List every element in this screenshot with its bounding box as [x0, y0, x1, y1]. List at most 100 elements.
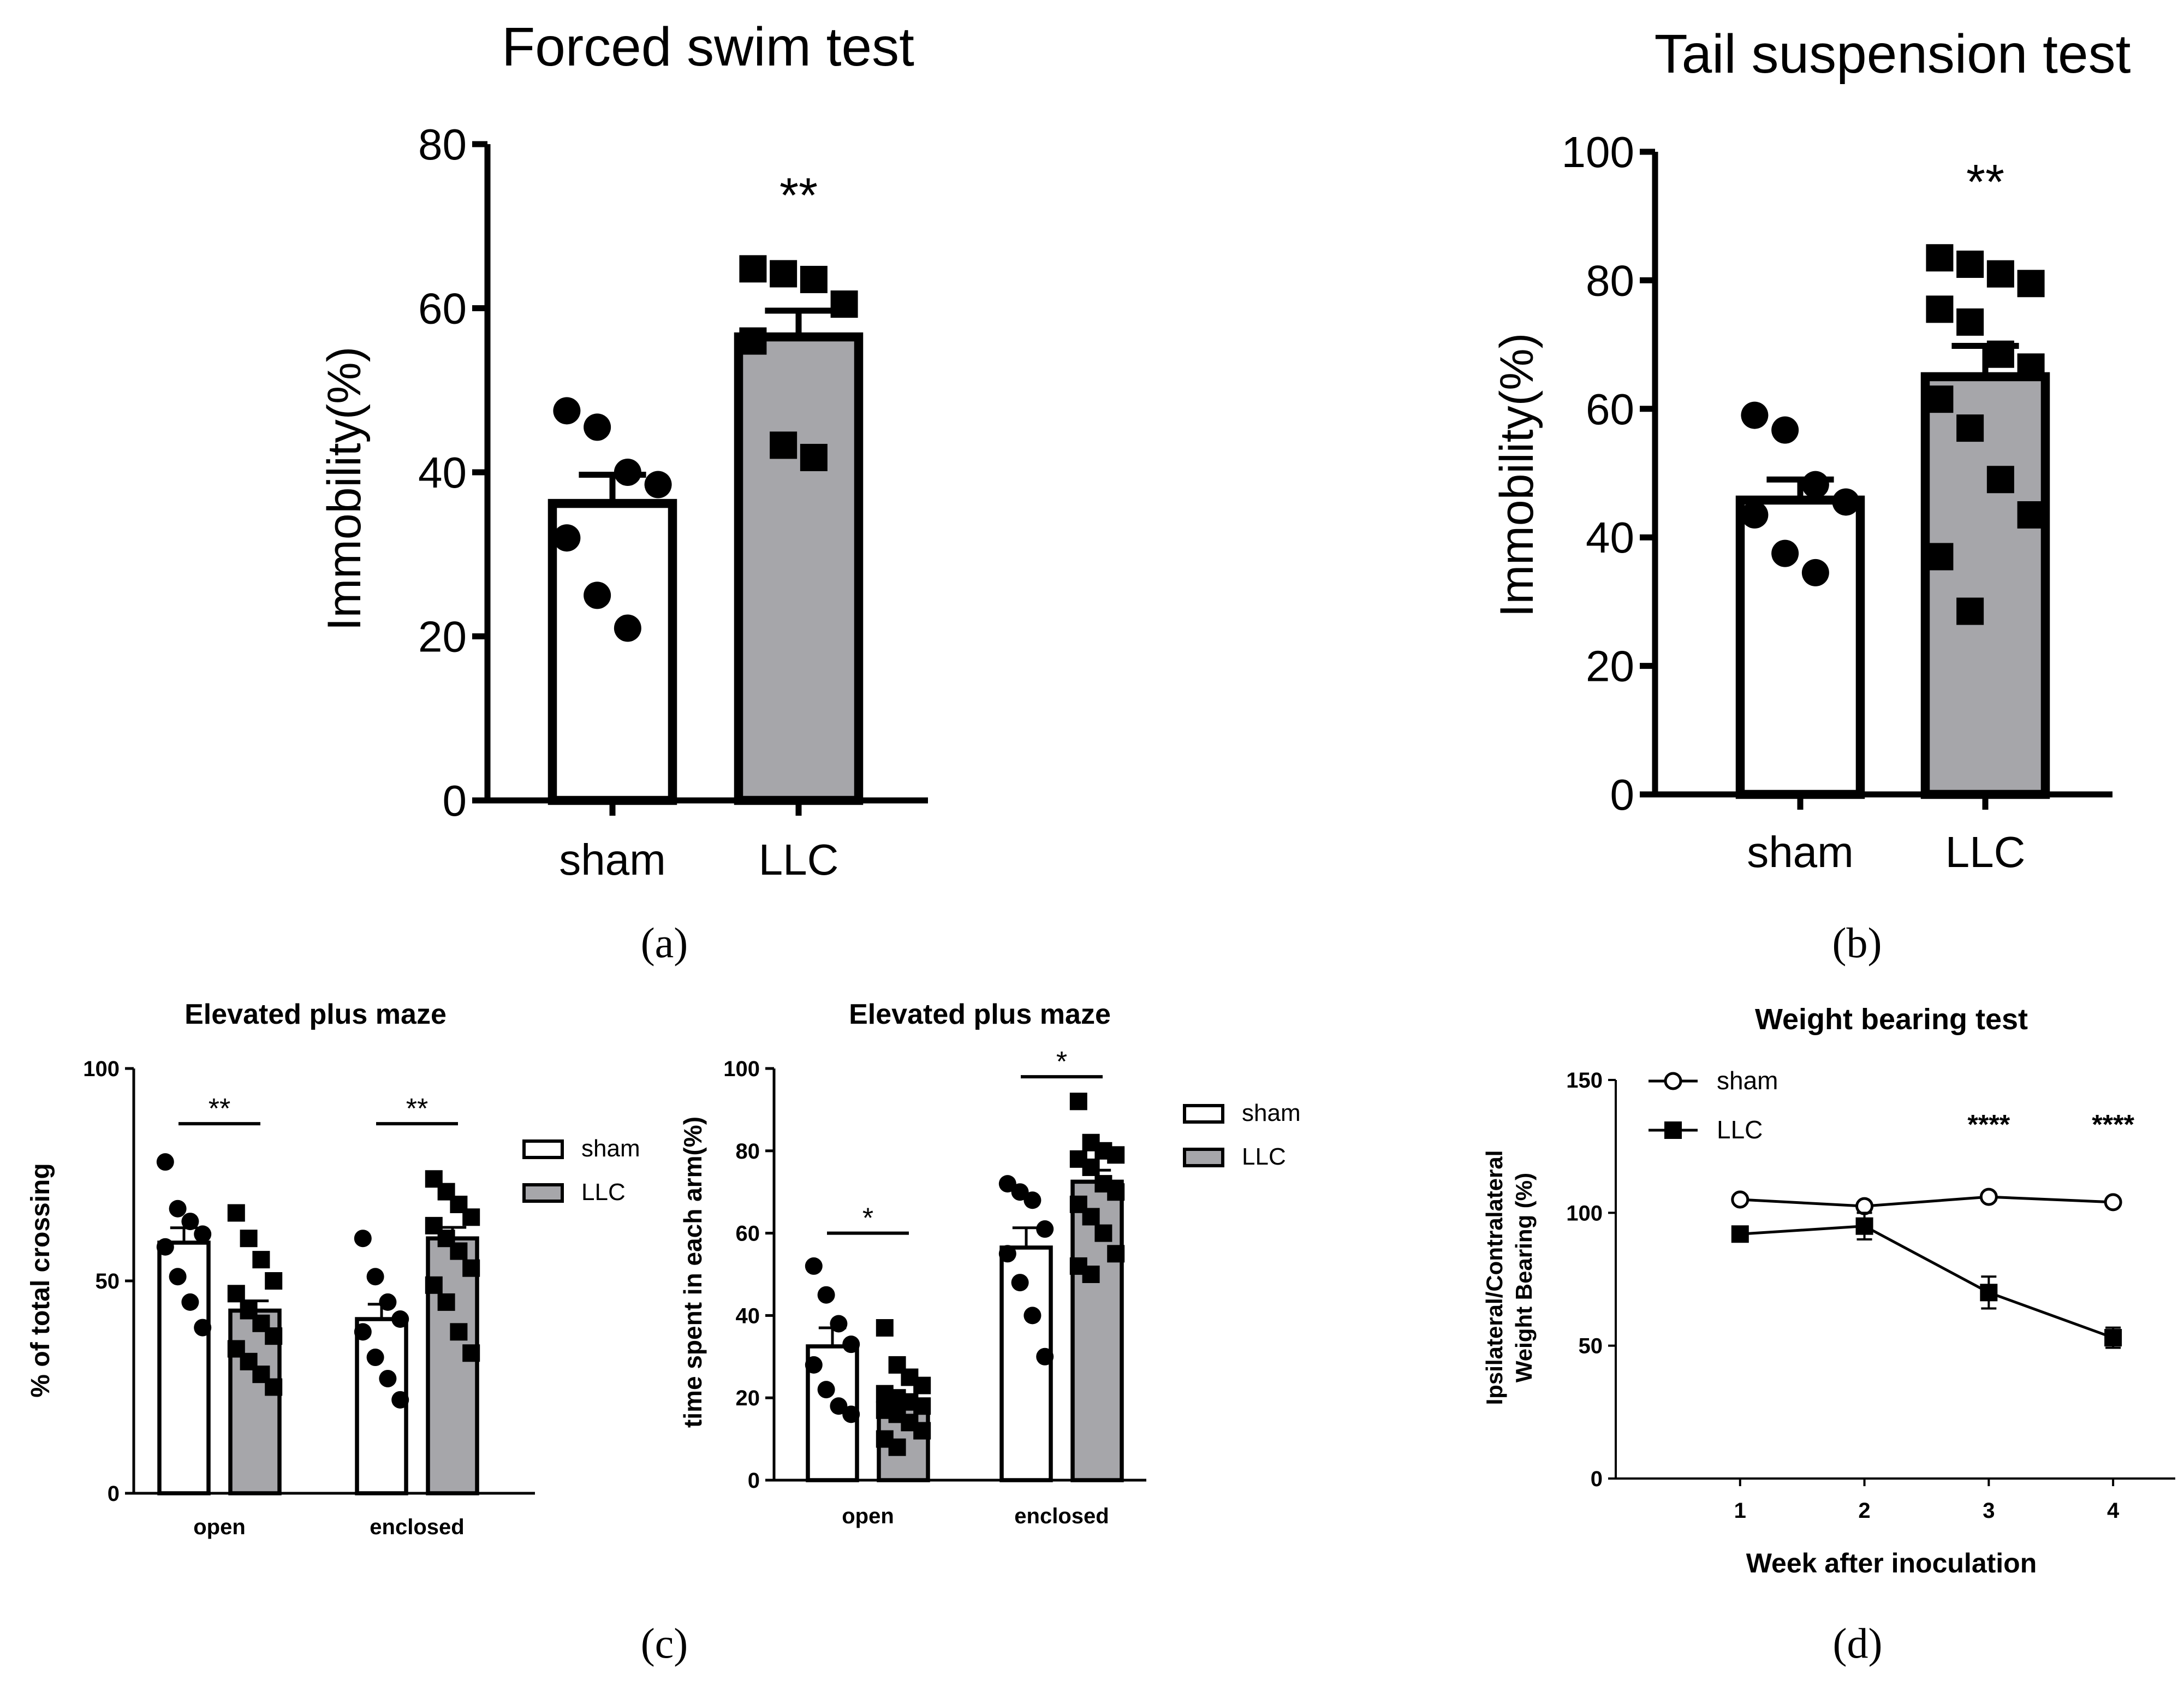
y-tick-label: 150 — [1566, 1068, 1603, 1093]
data-point — [1801, 559, 1829, 586]
data-point — [1082, 1208, 1100, 1226]
data-point — [584, 413, 611, 441]
panel-c2-plot: 0 20 40 60 80 100 open enclosed * * sham LLC — [723, 1046, 1300, 1528]
data-point — [1107, 1183, 1125, 1201]
data-point — [800, 265, 828, 293]
legend-swatch-LLC — [1183, 1148, 1224, 1167]
data-point — [1956, 308, 1984, 336]
data-point — [830, 1315, 848, 1333]
data-point — [2017, 353, 2045, 381]
data-point — [998, 1175, 1016, 1193]
panel-d-title: Weight bearing test — [1755, 1003, 2028, 1036]
x-tick-label: 2 — [1858, 1499, 1870, 1523]
data-point — [227, 1285, 245, 1303]
x-tick-label: LLC — [759, 835, 839, 884]
data-point — [1956, 597, 1984, 625]
legend-swatch-sham — [1183, 1104, 1224, 1124]
data-point — [1082, 1266, 1100, 1283]
y-tick-label: 60 — [418, 284, 467, 333]
x-tick-label: 4 — [2107, 1499, 2120, 1523]
data-point — [614, 459, 641, 486]
data-point — [739, 255, 767, 283]
data-point — [2017, 270, 2045, 298]
data-point — [1926, 295, 1954, 323]
panel-d-xlabel: Week after inoculation — [1746, 1548, 2037, 1578]
data-point — [1107, 1245, 1125, 1263]
data-point — [391, 1310, 409, 1328]
y-tick-label: 50 — [1579, 1334, 1603, 1358]
y-tick-label: 40 — [1586, 513, 1634, 562]
panel-a-forced-swim: Forced swim test Immobility(%) 0 20 40 60 80… — [318, 16, 928, 966]
data-point — [644, 471, 672, 498]
data-point — [888, 1438, 906, 1456]
data-point — [805, 1356, 823, 1374]
data-point — [156, 1153, 174, 1171]
data-point — [227, 1204, 245, 1222]
data-point — [1855, 1217, 1873, 1235]
series-line-sham — [1740, 1195, 2114, 1208]
panel-c2-ylabel: time spent in each arm(%) — [679, 1117, 707, 1428]
data-point — [1986, 466, 2014, 494]
panel-d-ylabel-line1: Ipsilateral/Contralateral — [1481, 1150, 1507, 1405]
bar-sham — [548, 498, 677, 805]
panel-d-plot: 0 50 100 150 1 2 3 4 sham LLC **** **** — [1566, 1066, 2175, 1523]
data-point — [194, 1225, 212, 1243]
data-point — [1956, 414, 1984, 442]
data-point — [817, 1286, 835, 1304]
data-point — [1771, 539, 1799, 567]
y-tick-label: 50 — [96, 1269, 120, 1293]
data-point — [450, 1323, 468, 1341]
data-point — [1832, 488, 1860, 516]
data-point — [830, 290, 858, 318]
y-tick-label: 40 — [736, 1304, 760, 1328]
data-point — [1926, 385, 1954, 413]
y-tick-label: 100 — [83, 1057, 120, 1081]
panel-c-label: (c) — [641, 1619, 688, 1667]
x-tick-label: enclosed — [370, 1515, 464, 1539]
data-point — [805, 1257, 823, 1275]
panel-c-time-spent: Elevated plus maze time spent in each ar… — [641, 999, 1301, 1667]
panel-a-ylabel: Immobility(%) — [318, 347, 371, 631]
data-point — [553, 397, 581, 425]
y-tick-label: 0 — [108, 1482, 120, 1506]
data-point — [1741, 501, 1769, 529]
data-point — [1980, 1284, 1998, 1302]
data-point — [1741, 401, 1769, 429]
y-tick-label: 40 — [418, 448, 467, 497]
data-point — [240, 1230, 258, 1248]
x-tick-label: 3 — [1983, 1499, 1995, 1523]
data-point — [181, 1213, 199, 1231]
data-point — [1986, 260, 2014, 288]
data-point — [614, 614, 641, 642]
data-point — [265, 1378, 283, 1396]
significance-label: ** — [1966, 155, 2004, 210]
data-point — [265, 1272, 283, 1290]
data-point — [379, 1293, 397, 1311]
data-point — [379, 1369, 397, 1387]
data-point — [2104, 1193, 2122, 1212]
data-point — [156, 1238, 174, 1256]
data-point — [553, 524, 581, 552]
y-tick-label: 100 — [1566, 1201, 1603, 1225]
data-point — [366, 1349, 384, 1367]
data-point — [1011, 1274, 1029, 1292]
x-tick-label: sham — [559, 835, 666, 884]
data-point — [1771, 416, 1799, 444]
data-point — [425, 1276, 443, 1294]
legend-label-LLC: LLC — [1717, 1115, 1763, 1144]
data-point — [2104, 1329, 2122, 1347]
significance-label: ** — [779, 169, 818, 223]
bar-sham — [1735, 495, 1865, 799]
significance-label: * — [1056, 1046, 1067, 1078]
y-tick-label: 20 — [418, 613, 467, 661]
data-point — [1986, 340, 2014, 368]
legend-label-sham: sham — [1717, 1066, 1778, 1095]
data-point — [462, 1259, 480, 1277]
y-tick-label: 0 — [1591, 1467, 1603, 1491]
data-point — [1731, 1190, 1749, 1209]
data-point — [391, 1391, 409, 1409]
data-point — [169, 1200, 187, 1218]
y-tick-label: 80 — [736, 1139, 760, 1163]
legend-label-LLC: LLC — [1242, 1143, 1286, 1170]
